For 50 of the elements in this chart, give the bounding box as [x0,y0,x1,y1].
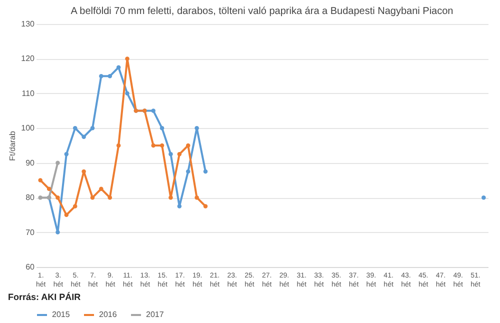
point [82,169,86,174]
point [90,126,95,130]
chart-title: A belföldi 70 mm feletti, darabos, tölteni való paprika ára a Budapesti Nagybani Piacon [70,6,454,17]
point [116,143,121,148]
point [482,195,486,200]
point [116,65,121,70]
point [82,134,86,139]
point [72,204,78,208]
point [186,169,190,174]
y-tick-label: 60 [26,262,36,272]
point [151,108,156,113]
point [108,74,112,78]
point [151,143,156,148]
point [177,152,182,156]
point [177,204,182,208]
point [108,195,112,200]
y-tick-label: 100 [21,124,36,133]
point [64,152,69,156]
point [72,126,78,130]
text: Forrás: AKI PÁIR [8,292,81,302]
point [160,143,164,148]
point [56,230,60,234]
y-tick-label: 110 [22,88,36,98]
point [56,195,60,200]
point [64,212,69,218]
legend-label: 2015 [52,310,70,319]
point [160,126,164,130]
point [38,195,42,200]
y-tick-label: 90 [26,158,36,168]
point [203,169,208,174]
y-tick-label: 80 [26,193,36,202]
y-tick-label: 130 [21,20,36,28]
point [99,186,104,192]
y-axis-title: Ft/darab [8,130,18,161]
y-tick-label: 120 [21,54,36,64]
point [125,56,130,61]
point [56,160,60,165]
point [194,195,199,200]
legend-label: 2017 [146,310,164,319]
point [186,143,190,148]
point [194,126,199,130]
point [99,74,104,78]
point [90,195,95,200]
point [38,178,42,182]
point [168,152,173,156]
point [125,91,130,96]
point [203,204,208,208]
legend-label: 2016 [99,310,118,319]
y-tick-label: 70 [26,228,36,237]
point [46,186,52,192]
